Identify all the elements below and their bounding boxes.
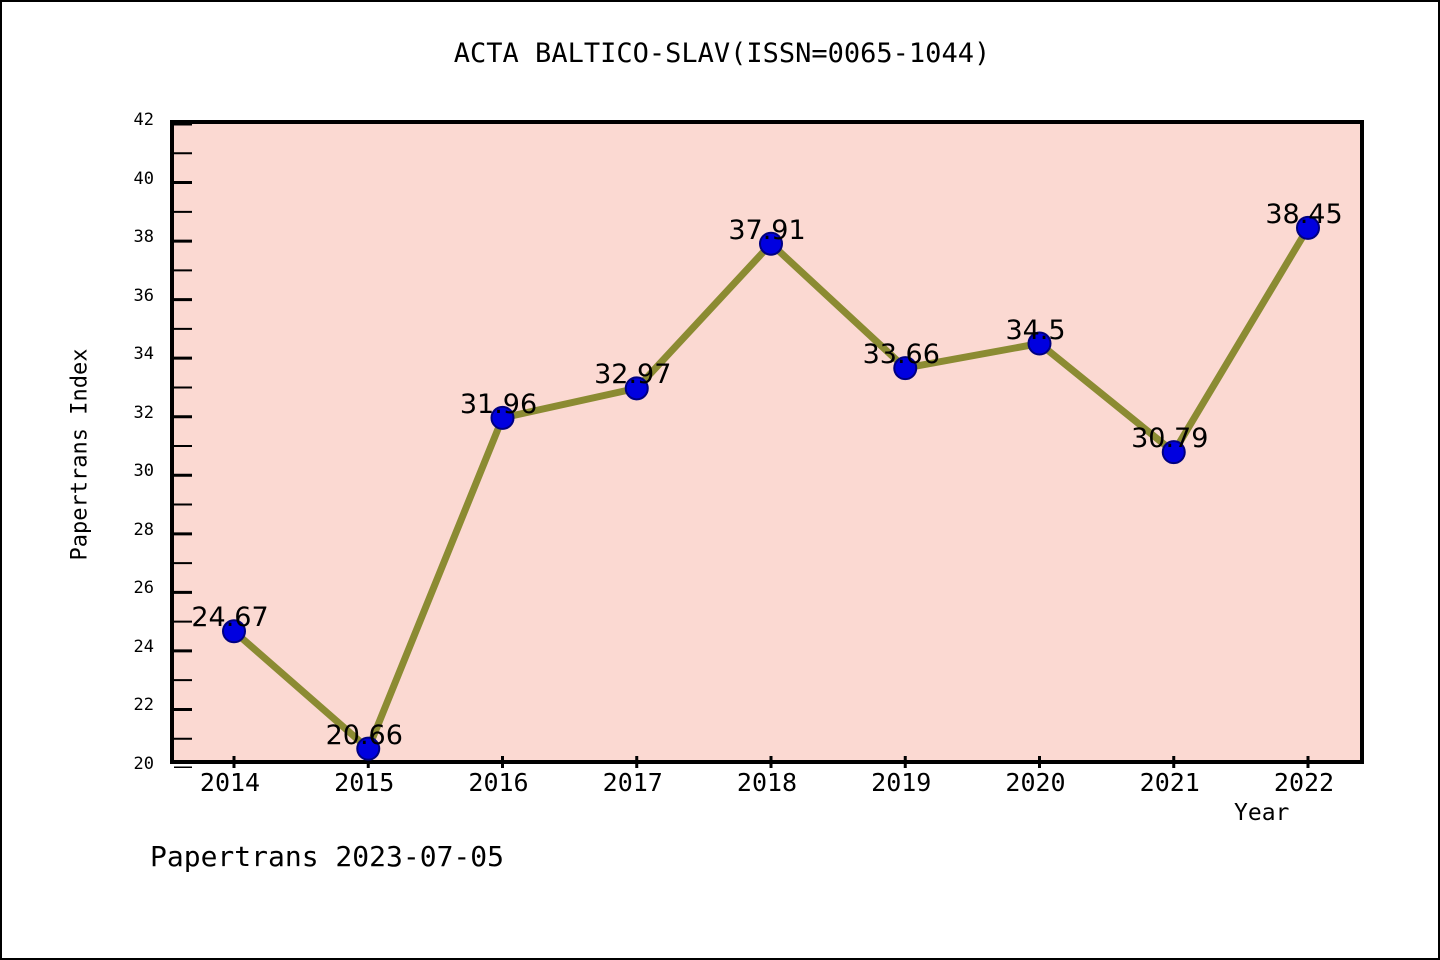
data-point-marker	[222, 619, 246, 644]
data-point-marker	[1027, 331, 1052, 356]
data-series-line	[230, 224, 1312, 753]
x-axis-tick-label: 2018	[736, 768, 798, 797]
y-axis-tick-label: 20	[133, 754, 154, 774]
data-point-marker	[624, 376, 649, 401]
data-point-marker	[490, 405, 515, 430]
line-chart-canvas	[174, 124, 1320, 768]
y-axis-tick-label: 40	[133, 168, 154, 189]
y-axis-title: Papertrans Index	[67, 348, 93, 561]
y-axis-tick-label: 22	[133, 695, 154, 716]
plot-area	[170, 120, 1364, 768]
x-axis-tick-label: 2016	[468, 768, 529, 797]
x-axis-tick-label: 2021	[1139, 768, 1200, 797]
y-axis-tick-label: 42	[133, 110, 154, 130]
y-axis-major-ticks	[174, 124, 192, 768]
x-axis-tick-label: 2017	[602, 768, 663, 797]
y-axis-tick-label: 26	[133, 578, 154, 599]
x-axis-ticks	[232, 756, 1310, 768]
x-axis-title: Year	[1234, 800, 1290, 826]
data-point-marker	[1161, 440, 1186, 465]
x-axis-tick-label: 2014	[199, 768, 261, 797]
y-axis-tick-label: 24	[133, 636, 154, 657]
y-axis-tick-label: 30	[133, 461, 154, 482]
y-axis-tick-label: 36	[133, 285, 154, 306]
data-point-marker	[1296, 215, 1320, 240]
x-axis-tick-label: 2019	[871, 768, 932, 797]
data-point-marker	[356, 736, 381, 761]
x-axis-tick-label: 2020	[1005, 768, 1066, 797]
data-point-marker	[893, 356, 918, 381]
page-title: ACTA BALTICO-SLAV(ISSN=0065-1044)	[453, 38, 991, 69]
data-point-marker	[759, 231, 783, 256]
x-axis-tick-label: 2015	[334, 768, 395, 797]
y-axis-tick-label: 34	[133, 344, 154, 365]
y-axis-tick-label: 32	[133, 402, 154, 423]
data-series-markers	[222, 215, 1320, 761]
footer-note: Papertrans 2023-07-05	[150, 840, 505, 873]
y-axis-tick-label: 28	[133, 519, 154, 540]
y-axis-tick-label: 38	[133, 227, 154, 248]
x-axis-tick-label: 2022	[1273, 768, 1335, 797]
y-axis-minor-ticks	[174, 152, 192, 740]
